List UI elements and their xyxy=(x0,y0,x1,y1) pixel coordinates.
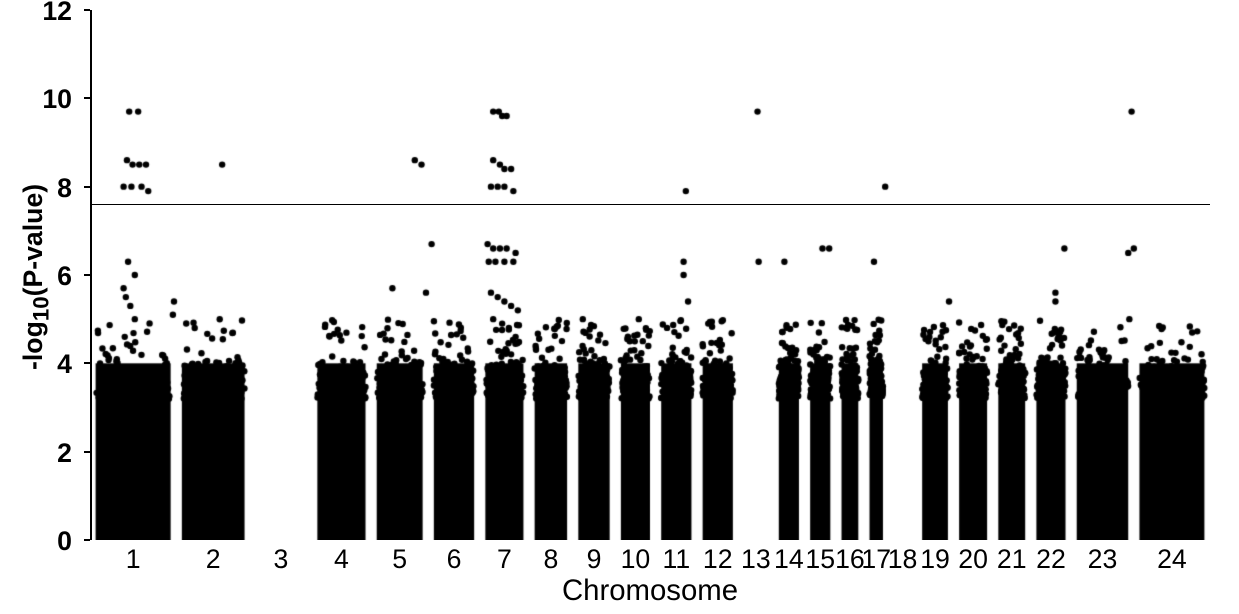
x-tick-label-chr-3: 3 xyxy=(256,544,306,575)
x-tick-label-chr-7: 7 xyxy=(479,544,529,575)
manhattan-plot: -log10(P-value) Chromosome 024681012 123… xyxy=(0,0,1239,614)
x-tick-label-chr-24: 24 xyxy=(1147,544,1197,575)
y-tick-label: 10 xyxy=(0,84,72,115)
y-tick-label: 8 xyxy=(0,173,72,204)
significance-threshold-line xyxy=(90,204,1210,205)
points-canvas xyxy=(90,10,1210,540)
y-tick-label: 12 xyxy=(0,0,72,27)
x-tick-label-chr-6: 6 xyxy=(429,544,479,575)
x-tick-label-chr-5: 5 xyxy=(375,544,425,575)
y-tick-label: 2 xyxy=(0,438,72,469)
plot-area xyxy=(90,10,1210,540)
x-tick-label-chr-2: 2 xyxy=(188,544,238,575)
y-axis-line xyxy=(90,10,92,540)
y-tick-label: 4 xyxy=(0,349,72,380)
y-tick-label: 0 xyxy=(0,526,72,557)
x-tick-label-chr-23: 23 xyxy=(1077,544,1127,575)
x-axis-title: Chromosome xyxy=(90,574,1210,608)
x-tick-label-chr-4: 4 xyxy=(316,544,366,575)
x-tick-label-chr-22: 22 xyxy=(1026,544,1076,575)
x-tick-label-chr-1: 1 xyxy=(108,544,158,575)
y-tick-label: 6 xyxy=(0,261,72,292)
